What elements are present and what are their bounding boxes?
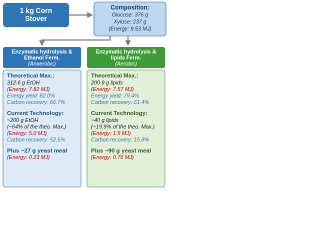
section-line: 312.6 g EtOH xyxy=(7,80,40,86)
section-title: Current Technology: xyxy=(7,111,64,117)
section-line: ~40 g lipids xyxy=(91,118,119,124)
arrow xyxy=(39,36,111,47)
composition-line: Xylose: 237 g xyxy=(113,19,147,25)
column-mode: (Anaerobic) xyxy=(28,61,56,67)
section-title: Plus ~90 g yeast meal xyxy=(91,148,151,154)
column-body-box xyxy=(2,69,82,188)
column-header: Enzymatic hydrolysis & xyxy=(96,49,157,55)
section-line: (Energy: 0.23 MJ) xyxy=(7,155,50,161)
section-line: (Energy: 0.76 MJ) xyxy=(91,155,134,161)
section-title: Plus ~27 g yeast meal xyxy=(7,148,67,154)
section-line: Energy yield: 79.4% xyxy=(91,94,139,100)
section-line: (Energy: 1.5 MJ) xyxy=(91,131,131,137)
section-line: Carbon recovery: 15.8% xyxy=(91,138,149,144)
column-header-box xyxy=(3,47,81,68)
section-line: (Energy: 7.82 MJ) xyxy=(7,87,50,93)
column-header: Ethanol Ferm. xyxy=(24,56,60,62)
section-line: Energy yield: 82.0% xyxy=(7,94,55,100)
composition-title: Composition: xyxy=(111,6,150,12)
section-line: (~19.9% of the theo. Max.) xyxy=(91,124,155,130)
section-line: (~64% of the theo. Max.) xyxy=(7,124,66,130)
column-body-box xyxy=(86,69,166,188)
composition-line: (Energy: 9.53 MJ) xyxy=(109,26,152,32)
section-line: ~200 g EtOH xyxy=(7,118,38,124)
column-header-box xyxy=(87,47,165,68)
section-title: Theoretical Max.: xyxy=(7,74,54,80)
column-header: lipids Ferm. xyxy=(111,56,142,62)
column-mode: (Aerobic) xyxy=(115,61,137,67)
section-line: Carbon recovery: 52.5% xyxy=(7,138,65,144)
source-label: 1 kg Corn xyxy=(20,8,52,15)
section-title: Current Technology: xyxy=(91,111,148,117)
section-line: (Energy: 5.0 MJ) xyxy=(7,131,47,137)
section-line: 200.9 g lipids xyxy=(90,80,123,86)
section-line: (Energy: 7.57 MJ) xyxy=(91,87,134,93)
composition-line: Glucose: 376 g xyxy=(112,12,148,18)
source-label: Stover xyxy=(25,16,47,23)
column-header: Enzymatic hydrolysis & xyxy=(12,49,73,55)
section-line: Carbon recovery: 61.4% xyxy=(91,100,149,106)
source-box xyxy=(3,3,69,27)
section-title: Theoretical Max.: xyxy=(91,74,138,80)
composition-box xyxy=(93,1,167,37)
section-line: Carbon recovery: 66.7% xyxy=(7,100,65,106)
